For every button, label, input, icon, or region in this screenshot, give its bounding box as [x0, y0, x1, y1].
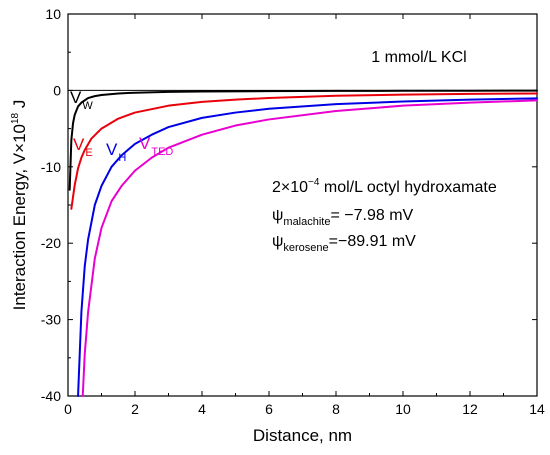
x-tick-label: 0: [64, 401, 72, 417]
curve-label-vted-sub: TED: [151, 146, 173, 158]
series-line-e: [70, 92, 538, 210]
x-tick-label: 6: [265, 401, 273, 417]
plot-frame: [67, 13, 538, 397]
series-line-h: [77, 97, 538, 397]
annotation-psi-kerosene: ψkerosene=−89.91 mV: [272, 233, 416, 254]
curve-label-ve: VE: [73, 135, 93, 159]
y-axis-title: Interaction Energy, V×1018 J: [10, 100, 29, 311]
psi-kerosene-value: =−89.91 mV: [329, 233, 417, 250]
curve-label-vh: VH: [106, 140, 126, 164]
curve-label-vh-main: V: [106, 140, 118, 159]
curve-label-ve-main: V: [73, 135, 85, 154]
annotation-psi-malachite: ψmalachite= −7.98 mV: [272, 207, 414, 228]
curve-label-ve-sub: E: [85, 147, 92, 159]
psi-malachite-symbol: ψ: [272, 207, 283, 224]
curve-label-vw-sub: W: [82, 100, 93, 112]
curve-label-vh-sub: H: [118, 152, 126, 164]
x-tick-label: 14: [529, 401, 545, 417]
curve-label-vw-main: V: [70, 88, 82, 107]
plot-area: [67, 13, 538, 397]
x-tick-label: 12: [462, 401, 478, 417]
annotation-kcl: 1 mmol/L KCl: [371, 49, 466, 66]
y-tick-label: 10: [45, 6, 61, 22]
series-line-ted: [81, 99, 538, 397]
curve-label-vted-main: V: [139, 134, 151, 153]
psi-kerosene-subscript: kerosene: [283, 242, 328, 254]
annotation-concentration-exponent: −4: [308, 177, 320, 188]
x-axis-title: Distance, nm: [253, 426, 352, 445]
y-tick-label: 0: [53, 82, 61, 98]
curve-label-vted: VTED: [139, 134, 173, 158]
psi-malachite-subscript: malachite: [283, 216, 330, 228]
psi-malachite-value: = −7.98 mV: [330, 207, 413, 224]
curves: [68, 89, 538, 397]
y-axis-title-main: Interaction Energy, V×10: [10, 124, 29, 310]
y-tick-label: -10: [41, 159, 61, 175]
y-axis-title-unit: J: [10, 100, 29, 113]
x-tick-label: 10: [395, 401, 411, 417]
x-tick-label: 4: [198, 401, 206, 417]
axis-ticks: 0 2 4 6 8 10 12 14 10 0 -10 -20 -30 -40: [41, 6, 545, 417]
y-tick-label: -20: [41, 235, 61, 251]
annotation-concentration: 2×10−4 mol/L octyl hydroxamate: [272, 177, 497, 196]
x-tick-label: 8: [332, 401, 340, 417]
y-tick-label: -40: [41, 388, 61, 404]
psi-kerosene-symbol: ψ: [272, 233, 283, 250]
y-axis-title-exponent: 18: [10, 112, 21, 124]
series-line-w: [68, 89, 538, 191]
annotation-concentration-rest: mol/L octyl hydroxamate: [319, 179, 496, 196]
y-tick-label: -30: [41, 312, 61, 328]
curve-label-vw: VW: [70, 88, 93, 112]
annotation-concentration-main: 2×10: [272, 179, 308, 196]
x-tick-label: 2: [131, 401, 139, 417]
